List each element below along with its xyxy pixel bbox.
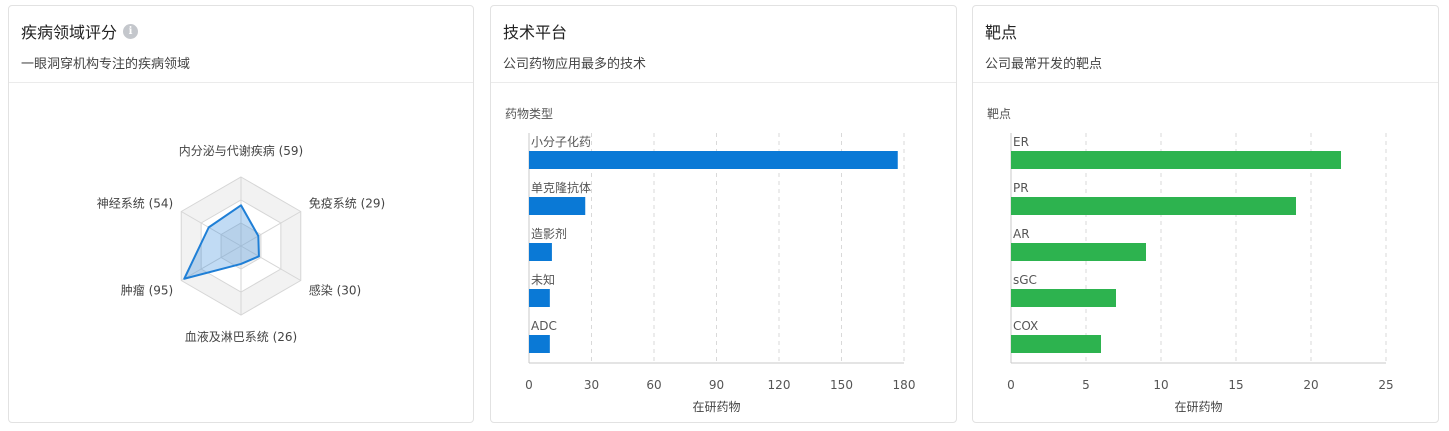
x-axis-title: 在研药物	[1174, 400, 1222, 414]
x-tick-label: 20	[1303, 378, 1318, 392]
bar	[1011, 335, 1101, 353]
radar-axis-label: 免疫系统 (29)	[309, 196, 385, 211]
category-label: 造影剂	[531, 226, 567, 241]
category-label: 单克隆抗体	[531, 180, 591, 195]
tech-platform-subtitle: 公司药物应用最多的技术	[503, 57, 647, 72]
info-icon[interactable]: i	[123, 23, 139, 39]
radar-axis-label: 感染 (30)	[309, 283, 361, 298]
bar	[529, 197, 586, 215]
disease-area-title-row: 疾病领域评分 i	[21, 19, 139, 43]
disease-area-card: 疾病领域评分 i 一眼洞穿机构专注的疾病领域 内分泌与代谢疾病 (59) 免疫系统…	[8, 5, 474, 423]
category-label: AR	[1013, 227, 1030, 241]
x-tick-label: 30	[584, 378, 599, 392]
bar	[529, 243, 552, 261]
disease-area-title: 疾病领域评分	[21, 23, 118, 42]
radar-axis-label: 内分泌与代谢疾病 (59)	[179, 143, 303, 158]
category-label: COX	[1013, 319, 1038, 333]
y-axis-title: 靶点	[987, 107, 1011, 121]
disease-area-subtitle: 一眼洞穿机构专注的疾病领域	[21, 57, 191, 72]
bar	[1011, 243, 1146, 261]
x-tick-label: 0	[1007, 378, 1015, 392]
x-tick-label: 5	[1082, 378, 1090, 392]
x-tick-label: 10	[1153, 378, 1168, 392]
bar	[1011, 197, 1296, 215]
radar-spoke	[180, 245, 242, 281]
bar	[1011, 289, 1116, 307]
bar	[529, 335, 550, 353]
x-tick-label: 25	[1378, 378, 1393, 392]
target-bar-chart: 靶点 0 5 10 15 20 25 ER PR AR sGC COX 在研药物	[987, 107, 1394, 414]
x-tick-label: 90	[709, 378, 724, 392]
radar-spoke	[180, 211, 242, 247]
radar-axis-label: 神经系统 (54)	[97, 197, 173, 211]
radar-spoke	[240, 211, 302, 247]
tech-platform-header: 技术平台 公司药物应用最多的技术	[491, 6, 956, 83]
radar-axis-label: 肿瘤 (95)	[121, 283, 173, 298]
target-title-row: 靶点	[985, 19, 1017, 43]
tech-platform-card: 技术平台 公司药物应用最多的技术 药物类型 0 30 60 90 120 150 180 小分子…	[490, 5, 957, 423]
radar-axis-label: 血液及淋巴系统 (26)	[185, 329, 297, 344]
bar	[529, 151, 898, 169]
radar-spoke	[240, 245, 302, 281]
x-tick-label: 60	[646, 378, 661, 392]
category-label: ADC	[531, 319, 557, 333]
radar-data-area	[183, 204, 260, 280]
target-subtitle: 公司最常开发的靶点	[985, 57, 1103, 72]
disease-area-header: 疾病领域评分 i 一眼洞穿机构专注的疾病领域	[9, 6, 473, 83]
x-tick-label: 15	[1228, 378, 1243, 392]
x-tick-label: 180	[893, 378, 916, 392]
category-label: PR	[1013, 181, 1029, 195]
target-header: 靶点 公司最常开发的靶点	[973, 6, 1438, 83]
tech-platform-title: 技术平台	[503, 23, 568, 42]
target-card: 靶点 公司最常开发的靶点 靶点 0 5 10 15 20 25 ER PR AR sGC COX 在研药…	[972, 5, 1439, 423]
category-label: sGC	[1013, 273, 1037, 287]
disease-radar-chart: 内分泌与代谢疾病 (59) 免疫系统 (29) 感染 (30) 血液及淋巴系统 (26…	[97, 143, 385, 344]
bar	[1011, 151, 1341, 169]
y-axis-title: 药物类型	[505, 107, 553, 121]
category-label: 未知	[531, 273, 555, 287]
x-tick-label: 120	[768, 378, 791, 392]
category-label: ER	[1013, 135, 1029, 149]
category-label: 小分子化药	[531, 135, 591, 149]
x-tick-label: 0	[525, 378, 533, 392]
x-tick-label: 150	[830, 378, 853, 392]
target-title: 靶点	[985, 23, 1018, 42]
x-axis-title: 在研药物	[692, 400, 740, 414]
tech-platform-title-row: 技术平台	[503, 19, 567, 43]
bar	[529, 289, 550, 307]
